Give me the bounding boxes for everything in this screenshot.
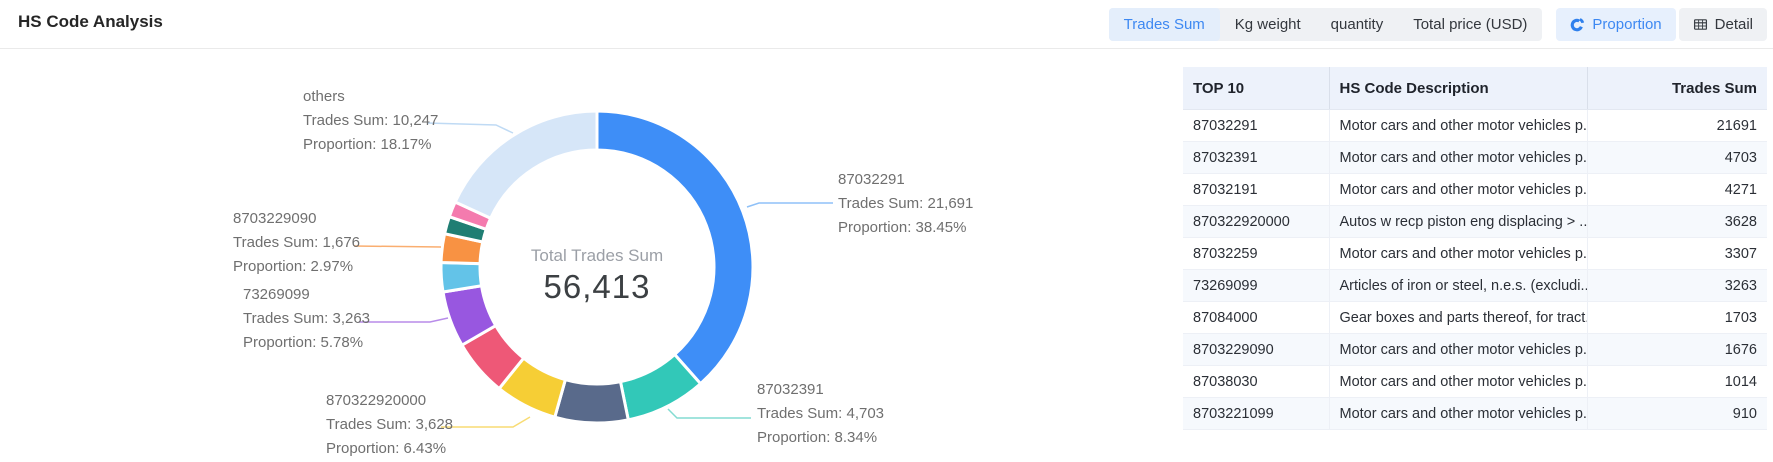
cell-description: Articles of iron or steel, n.e.s. (exclu… xyxy=(1329,269,1588,302)
callout-code: 8703229090 xyxy=(233,210,317,227)
callout-proportion: Proportion: 6.43% xyxy=(326,440,447,457)
table-row: 87032259 Motor cars and other motor vehic… xyxy=(1183,237,1767,270)
tab-total-price-usd[interactable]: Total price (USD) xyxy=(1413,16,1528,33)
cell-description: Motor cars and other motor vehicles p... xyxy=(1329,109,1588,142)
chart-callout-others: others Trades Sum: 10,247 Proportion: 18.1… xyxy=(303,85,438,157)
donut-svg xyxy=(353,109,833,428)
metric-tab-group: Trades Sum Kg weight quantity Total pric… xyxy=(1108,8,1543,41)
table-row: 87032391 Motor cars and other motor vehic… xyxy=(1183,141,1767,174)
callout-code: others xyxy=(303,88,345,105)
pie-segment-87032291[interactable] xyxy=(595,109,755,386)
cell-description: Motor cars and other motor vehicles p... xyxy=(1329,333,1588,366)
col-description: HS Code Description xyxy=(1329,67,1588,110)
callout-trades-sum: Trades Sum: 21,691 xyxy=(838,195,974,212)
callout-code: 73269099 xyxy=(243,286,310,303)
cell-value: 3628 xyxy=(1587,205,1767,238)
cell-code: 87032259 xyxy=(1183,237,1330,270)
tab-kg-weight[interactable]: Kg weight xyxy=(1234,16,1301,33)
top10-table: TOP 10 HS Code Description Trades Sum 87… xyxy=(1183,67,1767,430)
label-leader-line xyxy=(441,416,531,428)
pie-chart-icon xyxy=(1570,17,1585,32)
label-leader-line xyxy=(353,245,442,248)
chart-callout-8703229090: 8703229090 Trades Sum: 1,676 Proportion: 2… xyxy=(233,207,360,279)
callout-trades-sum: Trades Sum: 10,247 xyxy=(303,112,439,129)
chart-callout-73269099: 73269099 Trades Sum: 3,263 Proportion: 5.7… xyxy=(243,283,370,355)
cell-value: 3263 xyxy=(1587,269,1767,302)
table-icon xyxy=(1693,17,1708,32)
col-trades-sum: Trades Sum xyxy=(1587,67,1767,110)
tab-detail[interactable]: Detail xyxy=(1678,8,1767,41)
cell-value: 21691 xyxy=(1587,109,1767,142)
pie-segment-87032191[interactable] xyxy=(552,377,631,425)
cell-value: 1676 xyxy=(1587,333,1767,366)
cell-code: 870322920000 xyxy=(1183,205,1330,238)
callout-proportion: Proportion: 38.45% xyxy=(838,219,967,236)
view-tab-group: Proportion Detail xyxy=(1556,8,1767,41)
cell-code: 8703221099 xyxy=(1183,397,1330,430)
label-leader-line xyxy=(359,317,449,323)
cell-value: 3307 xyxy=(1587,237,1767,270)
table-row: 87032191 Motor cars and other motor vehic… xyxy=(1183,173,1767,206)
cell-description: Motor cars and other motor vehicles p... xyxy=(1329,237,1588,270)
cell-value: 910 xyxy=(1587,397,1767,430)
label-leader-line xyxy=(667,408,751,419)
cell-description: Autos w recp piston eng displacing > ... xyxy=(1329,205,1588,238)
callout-code: 870322920000 xyxy=(326,392,427,409)
pie-segment-others[interactable] xyxy=(453,109,599,221)
cell-value: 1703 xyxy=(1587,301,1767,334)
chart-callout-87032391: 87032391 Trades Sum: 4,703 Proportion: 8.3… xyxy=(757,378,884,450)
callout-trades-sum: Trades Sum: 1,676 xyxy=(233,234,361,251)
header-controls: Trades Sum Kg weight quantity Total pric… xyxy=(1108,8,1767,41)
callout-proportion: Proportion: 8.34% xyxy=(757,429,878,446)
table-row: 8703229090 Motor cars and other motor veh… xyxy=(1183,333,1767,366)
cell-code: 87084000 xyxy=(1183,301,1330,334)
pie-segment-87084000[interactable] xyxy=(439,261,484,294)
tab-quantity[interactable]: quantity xyxy=(1330,16,1384,33)
callout-proportion: Proportion: 5.78% xyxy=(243,334,364,351)
cell-description: Gear boxes and parts thereof, for tract.… xyxy=(1329,301,1588,334)
tab-detail-label: Detail xyxy=(1714,16,1753,33)
cell-code: 73269099 xyxy=(1183,269,1330,302)
label-leader-line xyxy=(426,122,514,134)
cell-value: 1014 xyxy=(1587,365,1767,398)
table-row: 8703221099 Motor cars and other motor veh… xyxy=(1183,397,1767,430)
cell-value: 4703 xyxy=(1587,141,1767,174)
chart-center-value: 56,413 xyxy=(543,268,651,305)
tab-proportion-label: Proportion xyxy=(1592,16,1662,33)
col-top10: TOP 10 xyxy=(1183,67,1330,110)
tab-trades-sum[interactable]: Trades Sum xyxy=(1108,8,1220,41)
table-row: 87032291 Motor cars and other motor vehic… xyxy=(1183,109,1767,142)
table-header-row: TOP 10 HS Code Description Trades Sum xyxy=(1183,67,1767,110)
cell-code: 8703229090 xyxy=(1183,333,1330,366)
callout-trades-sum: Trades Sum: 3,628 xyxy=(326,416,454,433)
label-leader-line xyxy=(746,202,833,208)
table-row: 73269099 Articles of iron or steel, n.e.s… xyxy=(1183,269,1767,302)
cell-description: Motor cars and other motor vehicles p... xyxy=(1329,141,1588,174)
table-row: 87038030 Motor cars and other motor vehic… xyxy=(1183,365,1767,398)
donut-chart: Total Trades Sum 56,413 87032291 Trades S… xyxy=(233,85,973,461)
cell-description: Motor cars and other motor vehicles p... xyxy=(1329,173,1588,206)
chart-center-label: Total Trades Sum xyxy=(530,246,664,265)
callout-code: 87032391 xyxy=(757,381,824,398)
cell-description: Motor cars and other motor vehicles p... xyxy=(1329,365,1588,398)
cell-description: Motor cars and other motor vehicles p... xyxy=(1329,397,1588,430)
tab-proportion[interactable]: Proportion xyxy=(1556,8,1676,41)
callout-code: 87032291 xyxy=(838,171,905,188)
chart-callout-870322920000: 870322920000 Trades Sum: 3,628 Proportion:… xyxy=(326,389,453,461)
cell-code: 87038030 xyxy=(1183,365,1330,398)
cell-value: 4271 xyxy=(1587,173,1767,206)
cell-code: 87032291 xyxy=(1183,109,1330,142)
cell-code: 87032391 xyxy=(1183,141,1330,174)
cell-code: 87032191 xyxy=(1183,173,1330,206)
callout-proportion: Proportion: 2.97% xyxy=(233,258,354,275)
callout-proportion: Proportion: 18.17% xyxy=(303,136,432,153)
table-row: 87084000 Gear boxes and parts thereof, fo… xyxy=(1183,301,1767,334)
callout-trades-sum: Trades Sum: 4,703 xyxy=(757,405,885,422)
table-row: 870322920000 Autos w recp piston eng disp… xyxy=(1183,205,1767,238)
chart-callout-87032291: 87032291 Trades Sum: 21,691 Proportion: 38… xyxy=(838,168,973,240)
page-title: HS Code Analysis xyxy=(18,12,163,31)
panel-header: HS Code Analysis Trades Sum Kg weight qu… xyxy=(0,0,1773,49)
callout-trades-sum: Trades Sum: 3,263 xyxy=(243,310,371,327)
